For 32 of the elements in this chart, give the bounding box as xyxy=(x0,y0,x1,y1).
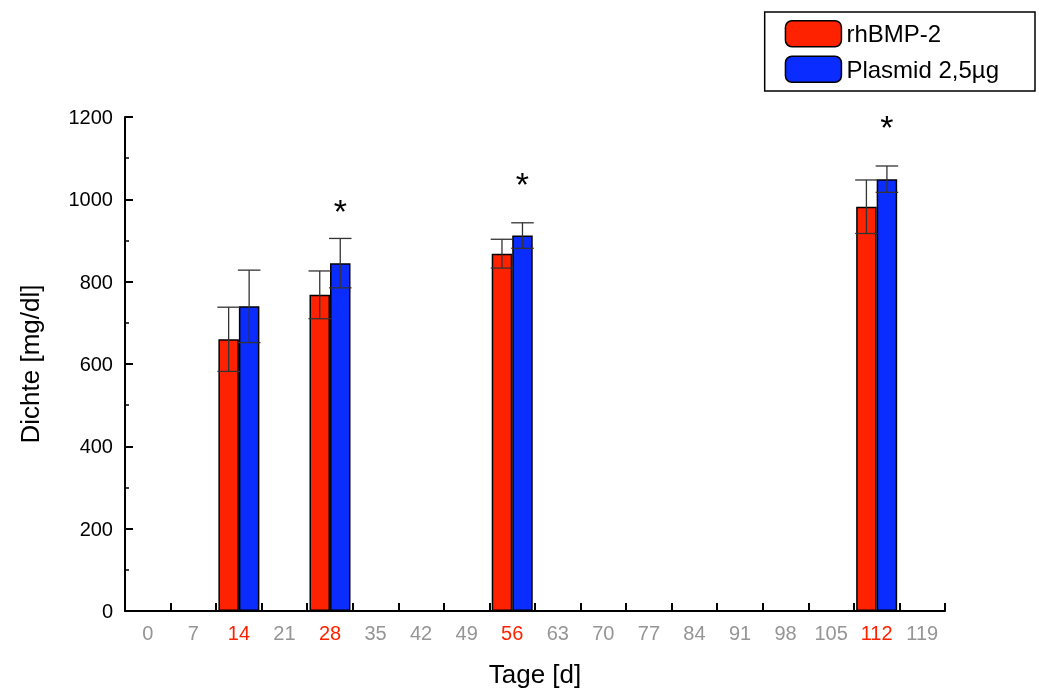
y-tick-label: 0 xyxy=(101,600,113,622)
x-tick-label: 0 xyxy=(142,622,154,644)
annotation: * xyxy=(515,164,530,203)
x-tick-label: 63 xyxy=(546,622,569,644)
y-axis-title: Dichte [mg/dl] xyxy=(15,284,45,444)
legend-label: Plasmid 2,5µg xyxy=(846,55,1000,83)
x-tick-label: 112 xyxy=(860,622,893,644)
x-tick-label: 28 xyxy=(318,622,342,644)
x-tick-label: 21 xyxy=(273,622,296,644)
x-tick-label: 105 xyxy=(814,622,848,644)
y-tick-label: 1000 xyxy=(68,188,113,211)
x-tick-label: 84 xyxy=(683,622,706,644)
x-tick-label: 91 xyxy=(728,622,752,644)
x-tick-label: 56 xyxy=(501,622,524,644)
x-tick-label: 77 xyxy=(637,622,661,644)
y-tick-label: 600 xyxy=(79,353,113,375)
x-tick-label: 49 xyxy=(455,622,478,644)
x-tick-label: 14 xyxy=(227,622,251,644)
y-tick-label: 800 xyxy=(79,270,113,293)
x-axis-title: Tage [d] xyxy=(488,659,582,689)
y-tick-label: 400 xyxy=(79,435,113,458)
x-tick-label: 35 xyxy=(364,622,387,644)
x-tick-label: 70 xyxy=(592,622,615,644)
x-tick-label: 7 xyxy=(187,622,199,644)
x-tick-label: 42 xyxy=(409,622,433,644)
y-tick-label: 1200 xyxy=(68,106,113,128)
annotation: * xyxy=(333,192,347,231)
y-tick-label: 200 xyxy=(79,517,113,540)
x-tick-label: 119 xyxy=(906,622,939,644)
x-tick-label: 98 xyxy=(774,622,797,644)
annotation: * xyxy=(880,108,894,147)
legend-label: rhBMP-2 xyxy=(846,20,942,48)
